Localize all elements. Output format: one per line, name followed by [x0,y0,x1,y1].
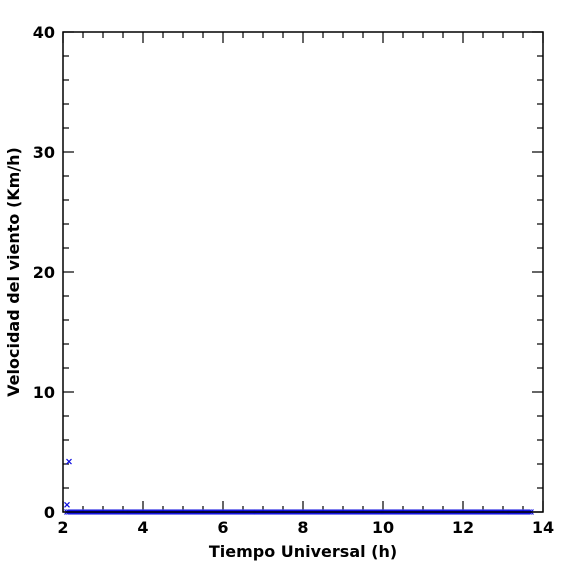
ticks-layer [62,31,544,513]
y-tick-label: 40 [33,23,55,42]
y-tick-label: 10 [33,383,55,402]
x-tick-label: 2 [57,518,68,537]
x-tick-label: 12 [452,518,474,537]
plot-frame [62,31,544,513]
data-point [64,501,70,508]
x-axis-label: Tiempo Universal (h) [209,542,397,561]
data-point [66,458,72,465]
y-tick-label: 20 [33,263,55,282]
x-tick-label: 10 [372,518,394,537]
x-tick-label: 4 [137,518,148,537]
y-tick-label: 30 [33,143,55,162]
tick-labels-layer: 2 4 6 8 10 12 14 0 10 20 30 40 [33,23,554,537]
x-tick-label: 14 [532,518,554,537]
x-tick-label: 8 [297,518,308,537]
y-axis-label: Velocidad del viento (Km/h) [4,147,23,397]
y-tick-label: 0 [44,503,55,522]
x-tick-label: 6 [217,518,228,537]
